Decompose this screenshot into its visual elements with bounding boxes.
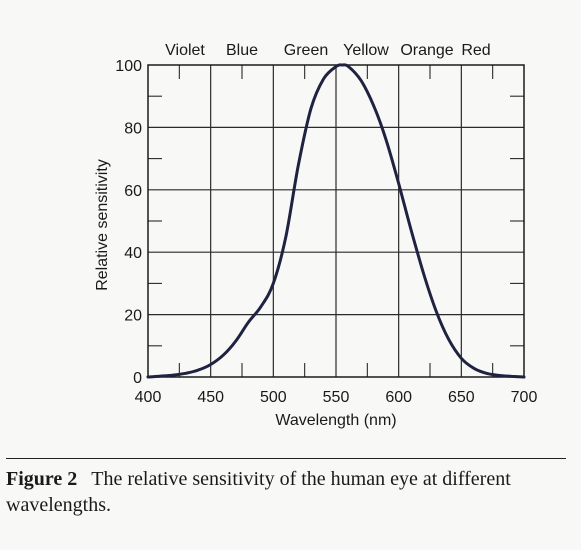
color-band-label: Yellow: [343, 42, 389, 59]
color-band-labels: Violet Blue Green Yellow Orange Red: [165, 42, 491, 59]
y-tick-label: 60: [124, 183, 142, 200]
figure-label: Figure 2: [6, 468, 78, 490]
y-axis-label: Relative sensitivity: [94, 159, 111, 291]
color-band-label: Green: [284, 42, 328, 59]
sensitivity-curve: [146, 63, 526, 379]
color-band-label: Red: [461, 42, 490, 59]
x-axis-label: Wavelength (nm): [275, 412, 396, 429]
y-tick-label: 100: [115, 58, 142, 75]
x-tick-label: 550: [323, 389, 350, 406]
caption-text: The relative sensitivity of the human ey…: [6, 468, 511, 516]
y-tick-label: 80: [124, 120, 142, 137]
x-tick-label: 600: [385, 389, 412, 406]
grid-layer: [148, 65, 524, 377]
y-tick-label: 40: [124, 245, 142, 262]
caption-divider: [6, 458, 566, 459]
y-tick-label: 0: [133, 370, 142, 387]
x-tick-label: 400: [135, 389, 162, 406]
x-tick-label: 650: [448, 389, 475, 406]
x-tick-label: 500: [260, 389, 287, 406]
color-band-label: Blue: [226, 42, 258, 59]
color-band-label: Violet: [165, 42, 205, 59]
sensitivity-chart: Violet Blue Green Yellow Orange Red 400 450 500…: [94, 42, 537, 429]
x-tick-label: 700: [511, 389, 538, 406]
color-band-label: Orange: [400, 42, 453, 59]
tick-labels: 400 450 500 550 600 650 700 0 20 40 60 80 100: [115, 58, 537, 406]
x-tick-label: 450: [197, 389, 224, 406]
figure-caption: Figure 2 The relative sensitivity of the …: [6, 466, 561, 518]
y-tick-label: 20: [124, 308, 142, 325]
